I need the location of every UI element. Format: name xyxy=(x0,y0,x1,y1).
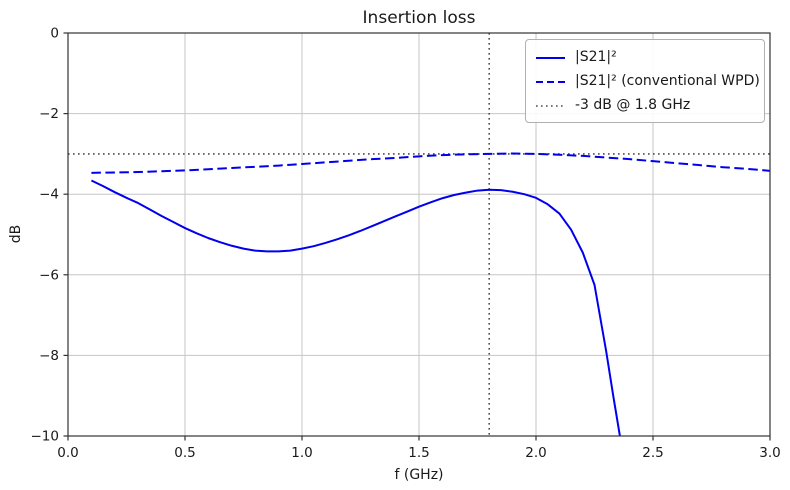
svg-text:−2: −2 xyxy=(39,106,59,122)
chart-title: Insertion loss xyxy=(363,8,476,28)
dashed-line-icon xyxy=(536,80,565,83)
solid-line-icon xyxy=(536,56,565,59)
series-lines xyxy=(90,152,770,436)
axis-frame xyxy=(63,32,771,441)
legend-row: -3 dB @ 1.8 GHz xyxy=(535,95,755,116)
tick-labels: 0.0 0.5 1.0 1.5 2.0 2.5 3.0 0 −2 −4 −6 −8 −10 xyxy=(31,26,781,462)
svg-text:1.0: 1.0 xyxy=(291,445,312,461)
legend-row: |S21|² xyxy=(535,47,755,68)
svg-text:−8: −8 xyxy=(39,348,59,364)
x-axis-label: f (GHz) xyxy=(394,467,443,483)
reference-lines xyxy=(68,33,770,436)
svg-text:1.5: 1.5 xyxy=(408,445,429,461)
legend-label: -3 dB @ 1.8 GHz xyxy=(575,97,691,113)
svg-text:−6: −6 xyxy=(39,267,59,283)
svg-text:0.5: 0.5 xyxy=(174,445,195,461)
svg-text:0.0: 0.0 xyxy=(57,445,78,461)
svg-text:−4: −4 xyxy=(39,187,59,203)
legend-label: |S21|² xyxy=(575,49,617,65)
legend-label: |S21|² (conventional WPD) xyxy=(575,73,760,89)
y-axis-label: dB xyxy=(8,225,24,244)
svg-text:0: 0 xyxy=(50,26,59,42)
svg-text:3.0: 3.0 xyxy=(759,445,780,461)
svg-text:2.0: 2.0 xyxy=(525,445,546,461)
svg-text:2.5: 2.5 xyxy=(642,445,663,461)
legend-row: |S21|² (conventional WPD) xyxy=(535,71,760,92)
dotted-line-icon xyxy=(536,104,565,107)
svg-text:−10: −10 xyxy=(31,429,60,445)
legend: |S21|² |S21|² (conventional WPD) -3 dB @… xyxy=(525,39,765,123)
